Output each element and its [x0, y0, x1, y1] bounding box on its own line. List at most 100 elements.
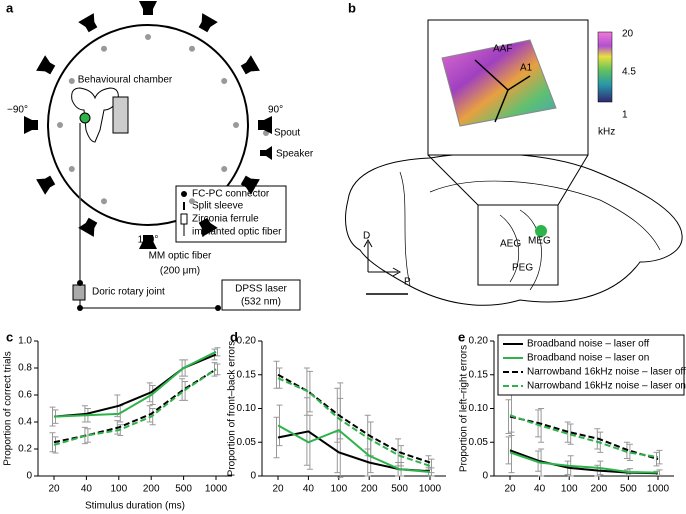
orientation-arrows — [363, 238, 402, 277]
y-tick-label: 0.2 — [18, 444, 32, 455]
legend-label: Zirconia ferrule — [192, 214, 259, 225]
laser-label: DPSS laser — [235, 284, 287, 295]
fiber-implant — [79, 112, 91, 124]
y-tick-label: 0.20 — [469, 336, 489, 347]
platform — [112, 96, 129, 134]
x-tick-label: 200 — [143, 484, 160, 495]
x-tick-label: 40 — [81, 484, 93, 495]
y-tick-label: 0 — [482, 471, 488, 482]
area-border — [474, 59, 531, 123]
x-tick-label: 40 — [303, 484, 315, 495]
laser-label: (532 nm) — [241, 297, 281, 308]
y-tick-label: 0.8 — [18, 363, 32, 374]
series-line — [277, 424, 431, 473]
y-tick-label: 0.20 — [237, 336, 257, 347]
y-axis-label: Proportion of left–right errors — [459, 345, 470, 472]
error-bar — [626, 443, 633, 461]
angle-label: −90° — [7, 105, 28, 116]
speaker-icon — [260, 146, 272, 160]
colorbar-label: 1 — [622, 110, 628, 121]
fiber-label: (200 μm) — [160, 266, 200, 277]
speaker — [258, 116, 272, 134]
speaker — [198, 217, 218, 237]
error-bar — [273, 416, 280, 459]
x-tick-label: 1000 — [647, 484, 670, 495]
spout — [221, 166, 228, 172]
panel-labels: a b c d e — [6, 0, 465, 344]
angle-label: 90° — [268, 105, 283, 116]
ferrule-icon — [180, 213, 188, 225]
legend-label: Broadband noise – laser on — [527, 353, 649, 364]
legend-label: Split sleeve — [192, 201, 244, 212]
x-tick-label: 100 — [110, 484, 127, 495]
series-line — [277, 377, 431, 467]
error-bar — [84, 428, 91, 443]
x-tick-label: 100 — [330, 484, 347, 495]
colorbar-label: kHz — [598, 127, 615, 138]
legend-label: Broadband noise – laser off — [527, 339, 649, 350]
laser-box — [221, 279, 301, 311]
spout — [57, 122, 63, 128]
error-bar — [306, 370, 313, 413]
connector — [77, 280, 83, 286]
colorbar-label: 4.5 — [622, 67, 636, 78]
spout — [68, 166, 75, 172]
brain-line — [429, 180, 661, 251]
error-bar — [49, 432, 56, 453]
spout — [101, 198, 107, 205]
rotary-joint — [72, 284, 86, 301]
spout — [68, 78, 75, 84]
error-bar — [505, 399, 512, 434]
x-tick-label: 500 — [391, 484, 408, 495]
series-line — [509, 451, 659, 474]
speaker — [139, 235, 157, 249]
legend-label: Narrowband 16kHz noise – laser on — [527, 381, 686, 392]
x-tick-label: 20 — [504, 484, 516, 495]
panel-label: d — [230, 329, 238, 344]
y-tick-label: 0.10 — [237, 403, 257, 414]
error-bar — [656, 469, 663, 476]
axis-label: P — [404, 277, 411, 288]
chamber-label: Behavioural chamber — [78, 75, 173, 86]
colorbar — [597, 31, 613, 103]
x-tick-label: 100 — [561, 484, 578, 495]
speaker — [36, 175, 56, 195]
y-tick-label: 0.05 — [237, 437, 257, 448]
panel-label: c — [6, 329, 13, 344]
legend-label: Spout — [274, 128, 300, 139]
speaker — [78, 217, 98, 237]
series-line — [53, 368, 217, 444]
legend-label: implanted optic fiber — [192, 227, 282, 238]
spout — [233, 122, 239, 128]
panel-label: b — [348, 0, 356, 15]
legend-label: Narrowband 16kHz noise – laser off — [527, 367, 686, 378]
x-tick-label: 1000 — [205, 484, 228, 495]
x-tick-label: 200 — [590, 484, 607, 495]
injection-site — [535, 225, 547, 237]
area-label: AAF — [493, 44, 512, 55]
speaker — [240, 175, 260, 195]
y-tick-label: 0.4 — [18, 417, 32, 428]
tonotopic-map — [441, 39, 557, 127]
x-tick-label: 1000 — [419, 484, 442, 495]
speaker — [24, 116, 38, 134]
speaker — [240, 55, 260, 75]
error-bar — [656, 449, 663, 465]
y-tick-label: 0 — [26, 471, 32, 482]
charts: 00.20.40.60.81.020 40 100 200 500 1000Stimulu… — [3, 334, 686, 512]
joint-label: Doric rotary joint — [92, 287, 165, 298]
series-line — [277, 373, 431, 464]
panel-b: AAF A1 20 4.5 1 kHz MEG AEG PEG D P — [345, 19, 683, 306]
roi-box — [477, 204, 559, 286]
axis-label: D — [363, 231, 370, 242]
x-tick-label: 20 — [272, 484, 284, 495]
x-axis-label: Stimulus duration (ms) — [85, 501, 185, 512]
y-tick-label: 0.05 — [469, 437, 489, 448]
x-tick-label: 500 — [175, 484, 192, 495]
series-line — [53, 350, 217, 418]
error-bar — [505, 436, 512, 465]
x-tick-label: 40 — [534, 484, 546, 495]
speaker — [78, 13, 98, 33]
connector-legend — [175, 185, 287, 243]
error-bar — [214, 363, 221, 376]
